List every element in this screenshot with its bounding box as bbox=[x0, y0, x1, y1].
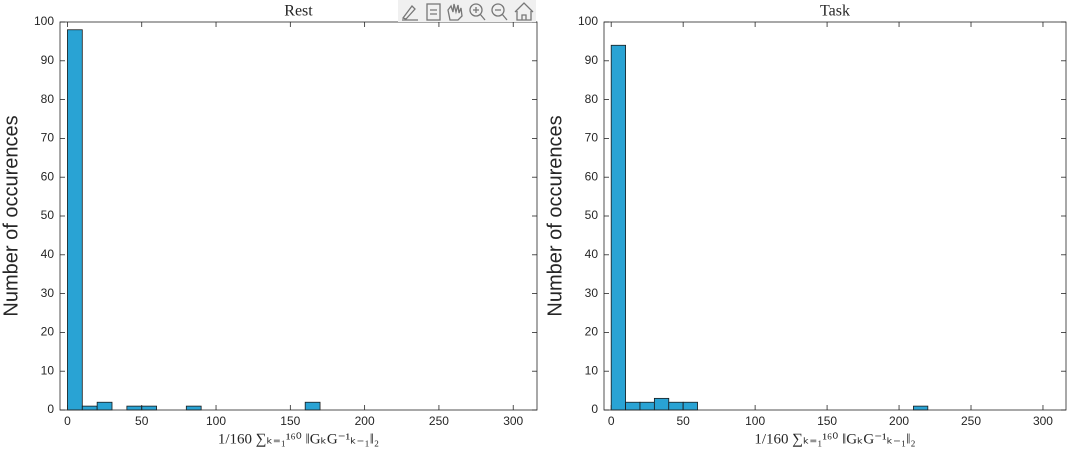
plot-area bbox=[604, 22, 1066, 410]
x-tick-label: 300 bbox=[503, 414, 523, 428]
bar bbox=[668, 401, 684, 411]
bar bbox=[67, 29, 83, 411]
bar bbox=[141, 405, 157, 411]
y-tick-label: 20 bbox=[41, 325, 55, 339]
y-tick-label: 70 bbox=[585, 131, 599, 145]
x-tick-label: 150 bbox=[817, 414, 837, 428]
bar bbox=[81, 405, 98, 411]
bar bbox=[96, 401, 113, 411]
y-tick-label: 50 bbox=[585, 208, 599, 222]
bar bbox=[185, 405, 202, 411]
plot-area bbox=[60, 22, 537, 410]
bar bbox=[126, 405, 143, 411]
bar bbox=[682, 401, 698, 411]
y-tick-label: 30 bbox=[585, 286, 599, 300]
bar bbox=[639, 401, 655, 411]
chart-title: Task bbox=[820, 3, 850, 20]
x-tick-label: 200 bbox=[889, 414, 909, 428]
y-tick-label: 50 bbox=[41, 208, 55, 222]
bar bbox=[304, 401, 321, 411]
x-tick-label: 300 bbox=[1033, 414, 1053, 428]
x-tick-label: 250 bbox=[961, 414, 981, 428]
x-tick-label: 200 bbox=[355, 414, 375, 428]
x-tick-label: 0 bbox=[608, 414, 615, 428]
y-tick-label: 10 bbox=[41, 363, 55, 377]
y-tick-label: 80 bbox=[41, 92, 55, 106]
y-tick-label: 60 bbox=[41, 169, 55, 183]
chart-title: Rest bbox=[284, 3, 313, 20]
bar bbox=[913, 405, 929, 411]
y-tick-label: 100 bbox=[578, 14, 598, 28]
x-axis-label: 1/160 ∑ₖ₌₁¹⁶⁰ ‖GₖG⁻¹ₖ₋₁‖₂ bbox=[218, 431, 379, 447]
y-tick-label: 20 bbox=[585, 325, 599, 339]
y-axis-label: Number of occurences bbox=[544, 115, 566, 316]
y-tick-label: 10 bbox=[585, 363, 599, 377]
bar bbox=[653, 397, 670, 411]
x-axis-label: 1/160 ∑ₖ₌₁¹⁶⁰ ‖GₖG⁻¹ₖ₋₁‖₂ bbox=[754, 431, 915, 447]
x-tick-label: 50 bbox=[135, 414, 149, 428]
y-axis-label: Number of occurences bbox=[0, 115, 22, 316]
y-tick-label: 90 bbox=[585, 53, 599, 67]
y-tick-label: 60 bbox=[585, 169, 599, 183]
bar bbox=[625, 401, 641, 411]
bar bbox=[610, 44, 626, 411]
y-tick-label: 40 bbox=[585, 247, 599, 261]
y-tick-label: 80 bbox=[585, 92, 599, 106]
y-tick-label: 0 bbox=[591, 402, 598, 416]
y-tick-label: 40 bbox=[41, 247, 55, 261]
x-tick-label: 250 bbox=[429, 414, 449, 428]
x-tick-label: 150 bbox=[280, 414, 300, 428]
y-tick-label: 90 bbox=[41, 53, 55, 67]
x-tick-label: 100 bbox=[206, 414, 226, 428]
x-tick-label: 50 bbox=[676, 414, 690, 428]
toolbar[interactable] bbox=[398, 0, 536, 22]
x-tick-label: 0 bbox=[64, 414, 71, 428]
x-tick-label: 100 bbox=[745, 414, 765, 428]
y-tick-label: 0 bbox=[47, 402, 54, 416]
y-tick-label: 70 bbox=[41, 131, 55, 145]
y-tick-label: 100 bbox=[34, 14, 54, 28]
y-tick-label: 30 bbox=[41, 286, 55, 300]
